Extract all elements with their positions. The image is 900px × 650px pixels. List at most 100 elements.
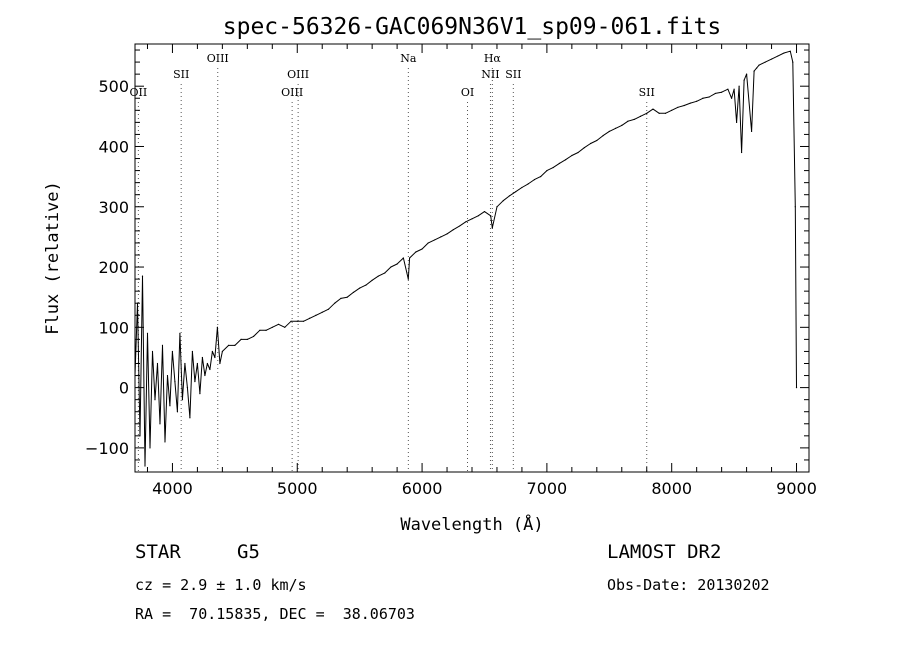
spectrum-point [334, 302, 336, 304]
spectrum-point [677, 106, 679, 108]
spectrum-point [252, 335, 255, 337]
spectrum-point [664, 112, 667, 114]
spectrum-point [265, 329, 267, 331]
spectrum-point [736, 121, 738, 123]
line-marker-label: Na [400, 52, 417, 65]
spectrum-point [527, 183, 529, 185]
spectrum-point [290, 320, 292, 322]
x-axis-label: Wavelength (Å) [400, 513, 543, 535]
spectrum-point [209, 368, 211, 371]
spectrum-point [396, 263, 398, 265]
y-axis-label: Flux (relative) [43, 181, 63, 335]
spectrum-point [794, 206, 796, 208]
y-tick-label: 300 [98, 198, 129, 217]
spectrum-point [758, 64, 760, 66]
spectrum-point [433, 239, 436, 241]
spectrum-point [745, 73, 748, 75]
spectrum-point [577, 151, 579, 154]
spectrum-point [151, 350, 154, 353]
spectrum-point [721, 91, 723, 93]
spectrum-point [214, 356, 216, 359]
spectrum-point [390, 266, 392, 268]
spectrum-point [491, 227, 493, 229]
spectrum-point [340, 297, 342, 299]
spectrum-point [583, 147, 585, 149]
line-marker-label: OIII [287, 68, 309, 81]
spectrum-point [201, 356, 203, 359]
spectrum-point [440, 236, 442, 238]
observation-date: Obs-Date: 20130202 [607, 576, 770, 594]
x-tick-label: 7000 [527, 479, 568, 498]
spectrum-point [608, 130, 610, 133]
spectrum-point [770, 58, 773, 60]
spectrum-point [216, 326, 218, 328]
spectrum-point [546, 169, 548, 172]
spectrum-point [377, 275, 379, 277]
spectrum-point [596, 139, 598, 142]
redshift-velocity: cz = 2.9 ± 1.0 km/s [135, 576, 307, 594]
line-marker-label: NII [481, 68, 499, 81]
spectrum-point [189, 417, 191, 419]
chart-title: spec-56326-GAC069N36V1_sp09-061.fits [223, 14, 722, 40]
spectrum-point [552, 166, 554, 169]
spectrum-point [683, 104, 685, 107]
spectrum-point [315, 314, 317, 316]
spectrum-point [407, 278, 409, 280]
spectrum-point [465, 221, 467, 223]
spectrum-point [750, 130, 753, 133]
spectrum-point [755, 67, 758, 69]
spectrum-point [689, 102, 692, 104]
spectrum-point [194, 380, 196, 383]
spectrum-point [146, 332, 149, 334]
spectrum-point [602, 135, 604, 137]
spectrum-point [164, 441, 166, 443]
plot-frame [134, 43, 810, 473]
spectrum-point [633, 118, 635, 120]
object-class: STAR [135, 541, 181, 563]
spectrum-point [240, 338, 242, 340]
spectrum-point [408, 257, 411, 259]
spectrum-point [176, 411, 179, 413]
spectrum-point [154, 399, 156, 401]
spectrum-point [753, 70, 755, 72]
spectrum-point [496, 206, 498, 208]
y-tick-label: 500 [98, 77, 129, 96]
spectrum-point [199, 393, 201, 395]
spectrum-point [515, 191, 517, 193]
spectrum-point [277, 323, 280, 325]
spectrum-point [738, 85, 740, 87]
x-tick-label: 4000 [152, 479, 193, 498]
line-marker-label: SII [505, 68, 521, 81]
spectrum-point [792, 61, 794, 63]
spectrum-point [490, 215, 492, 217]
spectrum-point [558, 162, 560, 164]
spectrum-point [186, 387, 189, 389]
spectrum-point [228, 344, 230, 347]
line-marker-label: SII [639, 86, 655, 99]
spectrum-point [219, 362, 221, 365]
spectrum-point [696, 100, 698, 102]
spectrum-point [161, 344, 164, 347]
x-tick-label: 9000 [776, 479, 817, 498]
spectrum-point [639, 115, 642, 117]
spectrum-point [565, 159, 567, 161]
line-marker-label: SII [173, 68, 189, 81]
spectrum-point [589, 142, 592, 145]
spectrum-point [346, 296, 348, 298]
spectrum-point [206, 362, 208, 365]
spectrum-point [384, 272, 386, 274]
spectrum-point [708, 96, 710, 98]
spectrum-point [359, 287, 361, 289]
spectrum-point [184, 362, 186, 365]
line-marker-label: OIII [207, 52, 229, 65]
spectrum-point [271, 326, 273, 328]
spectrum-point [743, 79, 745, 81]
x-tick-label: 8000 [651, 479, 692, 498]
spectrum-point [179, 332, 181, 334]
spectrum-point [181, 399, 184, 401]
spectrum-point [427, 242, 429, 244]
line-marker-label: OI [461, 86, 474, 99]
line-marker-label: OIII [281, 86, 303, 99]
line-marker-label: Hα [484, 52, 502, 65]
